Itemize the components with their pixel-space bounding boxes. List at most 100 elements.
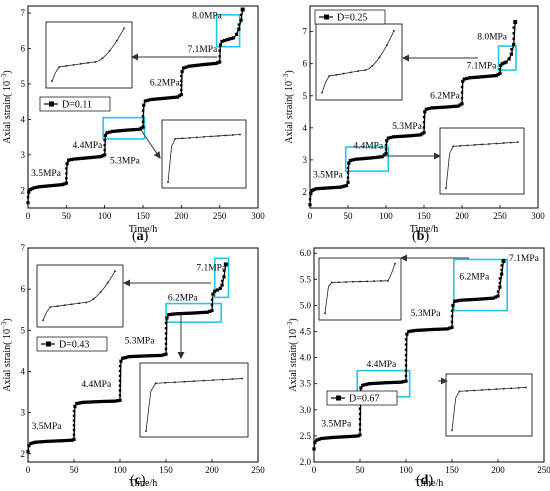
- data-point: [399, 380, 403, 384]
- data-point: [173, 95, 177, 99]
- inset-point: [459, 145, 462, 147]
- data-point: [56, 439, 60, 443]
- data-point: [81, 400, 85, 404]
- x-axis-label: Time/h: [129, 224, 158, 235]
- data-point: [358, 428, 362, 431]
- data-point: [218, 60, 222, 64]
- data-point: [344, 183, 349, 188]
- plot-frame: [27, 247, 259, 463]
- data-point: [452, 104, 456, 109]
- data-point: [356, 434, 360, 438]
- data-point: [500, 272, 504, 276]
- data-point: [139, 126, 143, 130]
- inset-point: [241, 377, 243, 380]
- x-tick-label: 150: [417, 211, 431, 221]
- data-point: [509, 52, 513, 56]
- panel-label-close: ): [428, 473, 433, 488]
- data-point: [449, 105, 453, 109]
- data-point: [422, 126, 426, 129]
- data-point: [234, 32, 239, 36]
- data-point: [400, 134, 404, 138]
- data-point: [106, 399, 111, 403]
- inset-point: [87, 61, 89, 64]
- x-tick-label: 50: [356, 465, 366, 475]
- inset-point: [232, 134, 234, 136]
- data-point: [97, 400, 101, 404]
- data-point: [409, 134, 413, 138]
- data-point: [413, 328, 417, 333]
- data-point: [346, 171, 350, 174]
- data-point: [38, 440, 42, 444]
- data-point: [192, 311, 196, 315]
- data-point: [450, 309, 454, 313]
- inset-point: [350, 71, 352, 74]
- y-axis-label-exp: −3: [0, 73, 8, 81]
- data-point: [201, 310, 205, 315]
- data-point: [361, 383, 365, 387]
- data-point: [411, 133, 415, 138]
- inset-point: [324, 312, 326, 315]
- stress-annotation: 7.1MPa: [196, 264, 227, 274]
- data-point: [164, 96, 168, 100]
- data-point: [346, 166, 350, 170]
- data-point: [27, 190, 31, 194]
- y-tick-label: 5: [21, 79, 26, 89]
- data-point: [164, 347, 168, 351]
- inset-point: [123, 27, 125, 30]
- data-point: [113, 399, 117, 403]
- data-point: [394, 135, 398, 139]
- y-axis-label-text: Axial strain( 10: [284, 81, 295, 144]
- data-point: [135, 127, 139, 132]
- data-point: [26, 450, 30, 454]
- data-point: [498, 285, 502, 289]
- inset-point: [371, 65, 374, 67]
- panel-label-close: ): [141, 473, 146, 488]
- data-point: [362, 156, 366, 161]
- data-point: [450, 325, 454, 329]
- legend-label: D=0.67: [349, 394, 379, 405]
- inset-frame: [139, 362, 249, 438]
- data-point: [159, 353, 163, 358]
- data-point: [178, 312, 182, 316]
- data-point: [498, 68, 502, 71]
- data-point: [496, 294, 500, 298]
- data-point: [74, 157, 78, 161]
- data-point: [358, 418, 362, 421]
- data-point: [72, 419, 76, 422]
- data-point: [87, 156, 91, 160]
- y-tick-label: 7: [21, 8, 26, 18]
- data-point: [100, 399, 104, 404]
- data-point: [465, 76, 469, 81]
- inset-point: [474, 144, 476, 146]
- data-point: [325, 186, 329, 190]
- inset-plot: [318, 257, 402, 321]
- data-point: [483, 74, 487, 79]
- data-point: [215, 288, 220, 292]
- inset-point: [188, 137, 191, 139]
- panel-label-close: ): [144, 229, 149, 244]
- y-tick-label: 2: [21, 449, 26, 459]
- data-point: [460, 96, 464, 100]
- data-point: [427, 328, 431, 332]
- data-point: [312, 447, 316, 451]
- data-point: [405, 134, 409, 138]
- data-point: [383, 381, 387, 385]
- stress-annotation: 8.0MPa: [192, 11, 223, 21]
- data-point: [164, 321, 168, 325]
- data-point: [422, 115, 426, 119]
- data-point: [49, 184, 53, 188]
- inset-point: [481, 143, 483, 146]
- data-point: [60, 183, 65, 187]
- data-point: [123, 128, 128, 132]
- data-point: [49, 439, 53, 443]
- data-point: [473, 297, 477, 302]
- inset-point: [203, 136, 205, 138]
- x-tick-label: 0: [308, 211, 313, 221]
- x-tick-label: 200: [205, 465, 219, 475]
- data-point: [164, 327, 168, 330]
- data-point: [487, 74, 491, 78]
- data-point: [349, 434, 353, 439]
- inset-frame: [161, 119, 247, 189]
- inset-point: [393, 29, 395, 32]
- data-point: [315, 438, 319, 442]
